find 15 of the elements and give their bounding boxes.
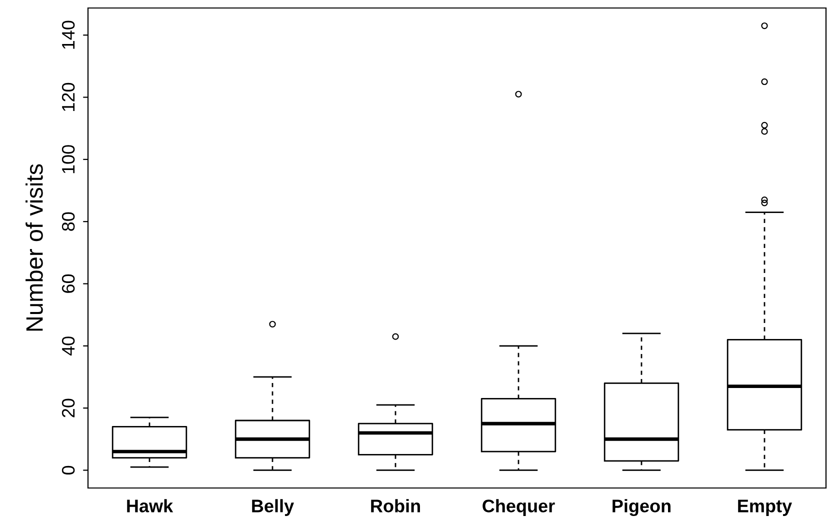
y-tick-label: 60 [62, 274, 75, 293]
y-tick-label: 0 [62, 466, 75, 475]
y-tick-label: 100 [62, 145, 75, 174]
y-tick-label: 140 [62, 20, 75, 49]
y-tick-label: 120 [62, 82, 75, 111]
y-tick-label: 80 [62, 212, 75, 231]
x-tick-label: Hawk [127, 499, 174, 512]
y-axis-title: Number of visits [26, 164, 43, 331]
x-tick-label: Robin [371, 499, 420, 512]
x-tick-label: Empty [738, 500, 792, 516]
y-tick-label: 20 [62, 398, 75, 418]
x-tick-label: Pigeon [612, 499, 670, 516]
x-tick-label: Chequer [482, 499, 555, 516]
x-tick-label: Belly [252, 499, 294, 516]
y-tick-label: 40 [62, 336, 75, 356]
